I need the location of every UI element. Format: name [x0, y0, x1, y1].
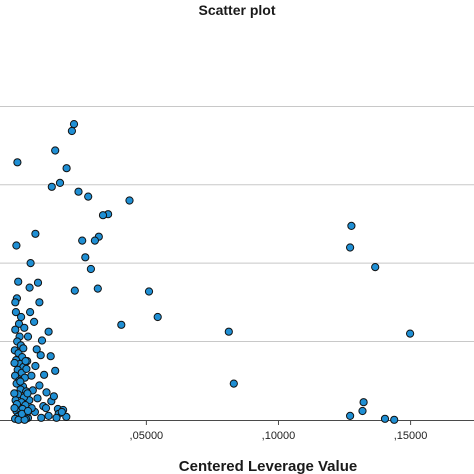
data-point-0-56	[26, 308, 35, 317]
data-point-0-119	[11, 298, 20, 307]
data-point-0-2	[371, 263, 380, 272]
gridlines	[0, 105, 474, 342]
data-point-0-62	[25, 283, 34, 292]
data-point-0-124	[10, 404, 19, 413]
data-point-0-27	[55, 178, 65, 187]
data-point-0-115	[22, 364, 31, 373]
data-point-0-24	[69, 120, 79, 129]
data-point-0-76	[11, 325, 20, 334]
data-point-0-118	[20, 323, 29, 332]
data-point-0-8	[346, 411, 355, 420]
data-point-0-125	[21, 357, 30, 366]
data-point-0-120	[17, 312, 26, 322]
data-point-0-12	[153, 312, 162, 322]
data-point-0-29	[70, 286, 79, 295]
data-point-0-42	[62, 412, 71, 421]
data-point-0-61	[35, 298, 44, 307]
data-point-0-13	[125, 196, 134, 205]
data-point-0-30	[93, 284, 102, 293]
data-point-0-58	[33, 278, 43, 287]
data-point-0-63	[23, 332, 33, 341]
data-point-0-21	[81, 253, 90, 262]
data-point-0-11	[144, 287, 154, 296]
data-point-0-50	[44, 327, 53, 336]
data-point-0-114	[16, 377, 25, 386]
data-point-0-25	[67, 126, 77, 136]
data-point-0-40	[52, 413, 61, 422]
data-point-0-48	[42, 388, 51, 397]
data-point-0-51	[49, 392, 59, 401]
data-point-0-46	[35, 381, 44, 390]
axes	[0, 420, 474, 425]
data-point-0-69	[37, 413, 46, 422]
data-point-0-59	[26, 259, 35, 268]
data-point-0-71	[12, 241, 21, 250]
data-point-0-34	[40, 370, 49, 379]
data-point-0-35	[33, 394, 42, 403]
data-point-0-57	[29, 317, 39, 326]
data-point-0-52	[51, 366, 60, 375]
chart-title: Scatter plot	[198, 2, 275, 18]
data-point-0-49	[36, 351, 45, 360]
data-point-0-26	[62, 164, 71, 173]
data-point-0-20	[84, 192, 93, 201]
data-point-0-14	[117, 320, 126, 329]
data-point-0-0	[347, 221, 356, 230]
data-point-0-68	[57, 407, 66, 417]
data-point-0-16	[98, 211, 108, 220]
data-point-0-1	[346, 243, 355, 252]
data-point-0-60	[31, 229, 40, 238]
data-point-0-4	[224, 327, 233, 336]
x-tick-label-0: ,05000	[130, 430, 164, 442]
data-point-0-32	[37, 336, 47, 345]
data-point-0-3	[406, 329, 415, 338]
data-point-0-117	[19, 344, 28, 353]
data-point-0-43	[44, 411, 53, 420]
data-point-0-10	[390, 415, 399, 424]
data-point-0-9	[380, 414, 390, 423]
data-point-0-6	[359, 398, 368, 407]
data-point-0-5	[229, 379, 238, 388]
data-point-0-19	[86, 264, 96, 274]
data-point-0-70	[13, 158, 22, 167]
data-point-0-74	[11, 308, 20, 317]
data-point-0-23	[74, 187, 83, 196]
data-point-0-53	[27, 371, 36, 380]
data-point-0-31	[51, 146, 60, 155]
data-point-0-44	[41, 404, 51, 413]
data-point-0-116	[10, 358, 19, 368]
data-point-0-28	[47, 182, 56, 191]
data-point-0-33	[46, 352, 55, 361]
data-point-0-72	[14, 277, 23, 286]
data-point-0-18	[90, 236, 100, 245]
x-tick-label-2: ,15000	[394, 430, 428, 442]
x-tick-labels: ,05000 ,10000 ,15000	[130, 430, 428, 442]
x-axis-label: Centered Leverage Value	[179, 458, 357, 474]
data-point-0-47	[31, 361, 40, 371]
x-tick-label-1: ,10000	[262, 430, 296, 442]
data-points	[10, 120, 415, 424]
data-point-0-7	[358, 406, 367, 416]
data-point-0-55	[32, 345, 41, 354]
data-point-0-122	[23, 406, 33, 416]
data-point-0-123	[10, 389, 19, 398]
data-point-0-22	[78, 236, 87, 245]
data-point-0-121	[23, 389, 32, 398]
